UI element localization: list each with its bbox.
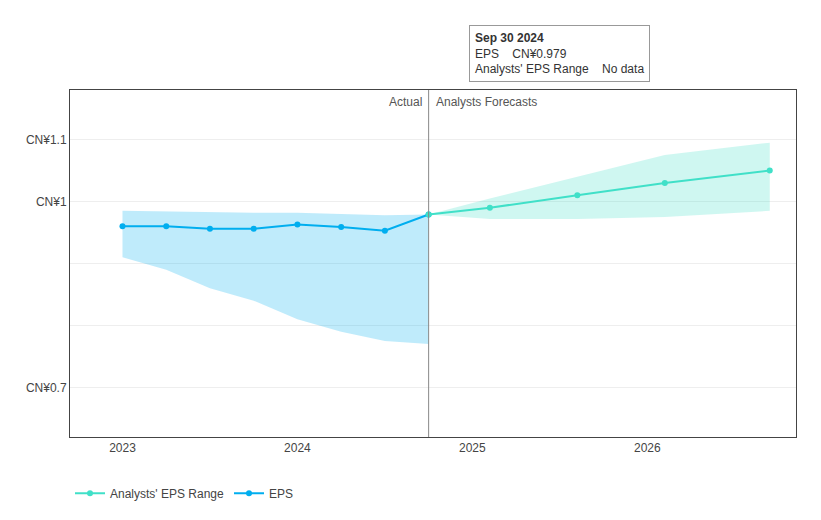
svg-text:Sep 30 2024EPS CN¥0.979Anal: Sep 30 2024EPS CN¥0.979Analysts' EPS Ran… (475, 31, 644, 76)
svg-text:CN¥0.7: CN¥0.7 (26, 381, 67, 395)
svg-text:2025: 2025 (459, 441, 486, 455)
svg-text:Actual: Actual (389, 95, 422, 109)
svg-text:CN¥1.1: CN¥1.1 (26, 133, 67, 147)
svg-text:2024: 2024 (284, 441, 311, 455)
svg-text:Analysts' EPS Range: Analysts' EPS Range (110, 487, 224, 501)
svg-text:2026: 2026 (634, 441, 661, 455)
svg-text:EPS: EPS (269, 487, 293, 501)
svg-text:CN¥1: CN¥1 (36, 195, 67, 209)
svg-text:2023: 2023 (109, 441, 136, 455)
svg-text:Analysts Forecasts: Analysts Forecasts (436, 95, 537, 109)
